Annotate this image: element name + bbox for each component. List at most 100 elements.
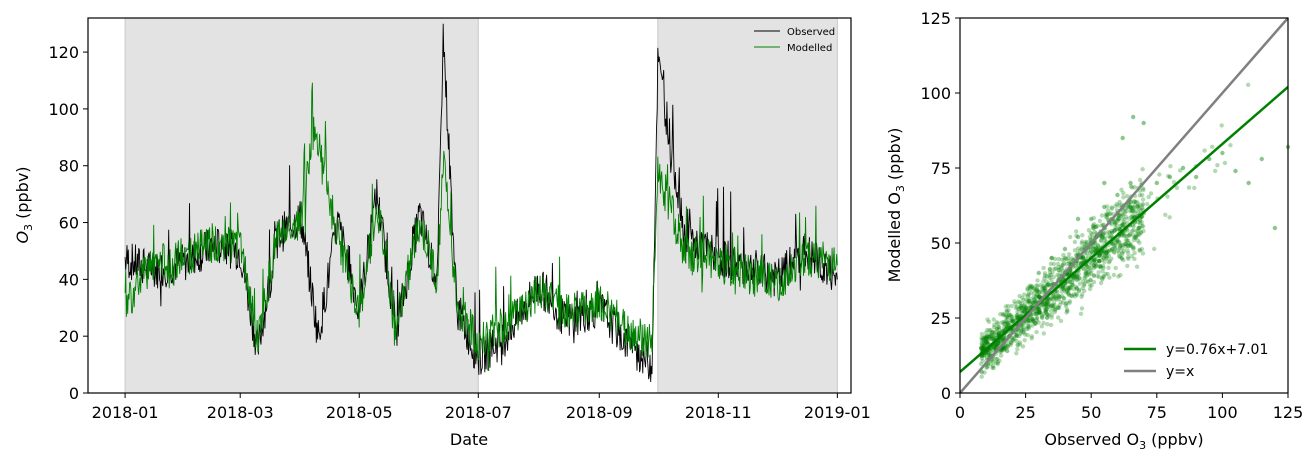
scatter-point (1132, 185, 1137, 190)
scatter-point (1092, 222, 1097, 227)
scatter-point (1094, 246, 1099, 252)
scatter-point (1131, 206, 1136, 211)
scatter-point (1070, 282, 1076, 288)
scatter-point (1052, 303, 1057, 308)
scatter-point (1130, 229, 1135, 234)
scatter-point (1034, 316, 1040, 321)
scatter-point (1045, 304, 1051, 309)
scatter-point (1102, 180, 1107, 186)
scatter-point (1091, 247, 1096, 252)
scatter-point (1013, 301, 1018, 307)
scatter-point (1073, 291, 1079, 296)
scatter-point (1099, 233, 1104, 239)
scatter-point (1123, 214, 1129, 220)
scatter-point (1062, 285, 1067, 290)
scatter-point (1029, 290, 1034, 296)
scatter-point (1125, 255, 1131, 260)
scatter-point (1091, 215, 1097, 221)
scatter-point (1036, 310, 1042, 315)
scatter-point (979, 345, 985, 350)
scatter-point (995, 342, 1000, 347)
scatter-point (982, 353, 987, 358)
scatter-point (1075, 273, 1080, 278)
x-tick-label: 2018-11 (685, 403, 752, 422)
scatter-y-tick-label: 0 (941, 384, 951, 403)
scatter-point (1116, 254, 1122, 259)
scatter-point (1124, 233, 1130, 239)
scatter-point (1014, 332, 1019, 338)
scatter-point (1057, 267, 1062, 273)
scatter-point (980, 345, 985, 350)
scatter-point (1107, 230, 1112, 236)
scatter-point (1097, 218, 1103, 224)
scatter-point (1091, 262, 1096, 268)
scatter-point (996, 331, 1001, 336)
x-tick-label: 2018-07 (445, 403, 512, 422)
scatter-point (1115, 218, 1120, 223)
scatter-point (1112, 219, 1117, 225)
scatter-point (1091, 244, 1096, 249)
scatter-point (1079, 241, 1085, 246)
scatter-point (999, 320, 1004, 325)
scatter-point (1075, 216, 1081, 222)
scatter-point (1047, 267, 1053, 272)
scatter-point (1094, 262, 1099, 267)
scatter-point (1081, 266, 1086, 272)
scatter-point (1040, 315, 1045, 321)
scatter-point (1110, 241, 1115, 246)
scatter-point (1033, 311, 1039, 316)
scatter-point (1098, 264, 1103, 269)
scatter-point (1113, 241, 1118, 246)
scatter-point (1116, 216, 1121, 221)
scatter-point (985, 317, 990, 322)
scatter-point (1071, 275, 1076, 281)
scatter-point (1079, 260, 1084, 265)
scatter-point (1028, 285, 1033, 290)
y-axis-title-sub: 3 (22, 224, 35, 231)
scatter-point (1091, 273, 1097, 278)
scatter-point (994, 343, 1000, 348)
scatter-point (978, 345, 984, 351)
scatter-point (1092, 265, 1097, 270)
scatter-point (1138, 208, 1143, 213)
scatter-point (1001, 345, 1006, 351)
scatter-point (1106, 233, 1111, 239)
scatter-point (1048, 261, 1054, 266)
scatter-point (1067, 299, 1073, 304)
scatter-point (1005, 321, 1010, 326)
scatter-point (986, 352, 992, 357)
scatter-point (1044, 306, 1049, 312)
scatter-point (1136, 204, 1141, 209)
x-tick-label: 2018-01 (92, 403, 159, 422)
scatter-point (1064, 261, 1070, 267)
scatter-point (1091, 263, 1097, 269)
scatter-point (1082, 283, 1087, 288)
scatter-point (990, 363, 996, 369)
scatter-point (1129, 209, 1135, 214)
scatter-point (1072, 294, 1078, 299)
scatter-point (1066, 252, 1072, 257)
scatter-point (1118, 243, 1123, 248)
scatter-point (1066, 285, 1071, 290)
scatter-point (1140, 186, 1146, 191)
scatter-point (1119, 216, 1125, 222)
scatter-point (1050, 293, 1056, 298)
scatter-point (1101, 231, 1106, 236)
scatter-point (1132, 210, 1137, 215)
scatter-point (1135, 204, 1140, 209)
scatter-point (1048, 273, 1054, 278)
scatter-point (985, 351, 991, 356)
scatter-point (1120, 251, 1125, 257)
scatter-point (1128, 241, 1133, 246)
scatter-point (1015, 312, 1020, 317)
scatter-point (1009, 318, 1015, 324)
scatter-point (1105, 212, 1110, 217)
scatter-chart: 0 25 50 75 100 125 0 25 50 75 100 125 Observed O3 … (885, 9, 1303, 449)
scatter-point (1075, 251, 1081, 256)
scatter-point (1091, 259, 1097, 264)
scatter-point (1137, 232, 1142, 237)
scatter-point (1132, 199, 1137, 204)
scatter-point (996, 327, 1002, 332)
scatter-point (1126, 244, 1131, 249)
scatter-y-tick-label: 75 (931, 159, 951, 178)
